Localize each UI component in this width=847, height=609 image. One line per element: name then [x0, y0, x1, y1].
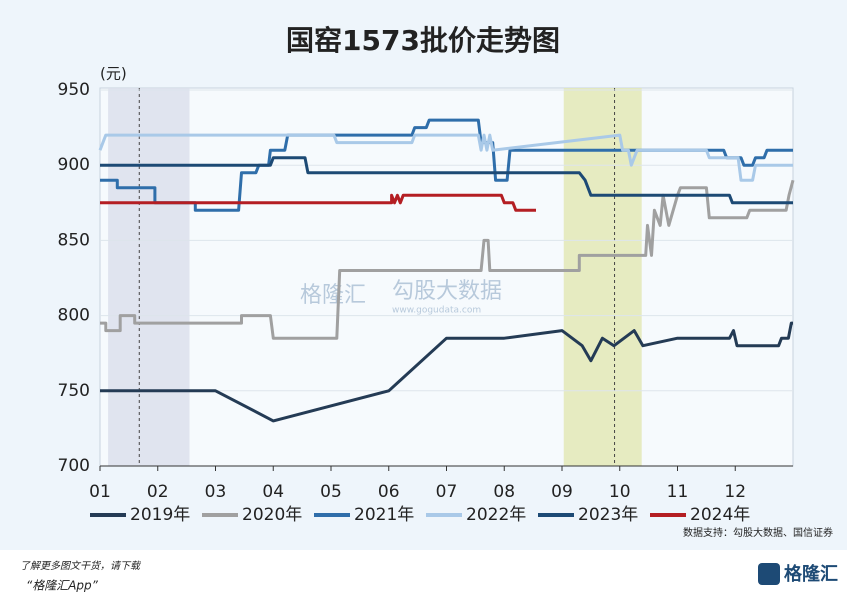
x-tick-label: 10	[609, 482, 631, 502]
chart-title: 国窑1573批价走势图	[286, 24, 560, 57]
x-tick-label: 03	[205, 482, 227, 502]
logo-icon	[758, 563, 780, 585]
series-line	[98, 133, 793, 182]
series-line	[100, 156, 793, 205]
shaded-region	[108, 88, 190, 466]
legend-label: 2021年	[354, 505, 414, 525]
legend-label: 2024年	[690, 505, 750, 525]
y-unit: (元)	[100, 65, 127, 83]
series-line	[100, 321, 793, 423]
logo-text: 格隆汇	[784, 563, 838, 585]
footer-text: 了解更多图文干货，请下载	[20, 560, 142, 572]
x-tick-label: 11	[667, 482, 689, 502]
x-tick-label: 09	[551, 482, 573, 502]
x-tick-label: 05	[320, 482, 342, 502]
y-tick-label: 950	[58, 80, 90, 100]
y-tick-label: 850	[58, 230, 90, 250]
x-tick-label: 04	[262, 482, 284, 502]
plot-area	[99, 87, 794, 467]
series-line	[100, 193, 536, 212]
legend-label: 2019年	[130, 505, 190, 525]
legend-label: 2022年	[466, 505, 526, 525]
watermark: 勾股大数据	[392, 279, 502, 304]
x-tick-label: 12	[724, 482, 746, 502]
y-tick-label: 800	[58, 306, 90, 326]
x-tick-label: 06	[378, 482, 400, 502]
y-tick-label: 750	[58, 381, 90, 401]
x-tick-label: 07	[436, 482, 458, 502]
legend-label: 2023年	[578, 505, 638, 525]
watermark: www.gogudata.com	[392, 306, 481, 316]
series-line	[100, 179, 795, 340]
source: 数据支持：勾股大数据、国信证券	[683, 526, 833, 539]
x-tick-label: 02	[147, 482, 169, 502]
legend-label: 2020年	[242, 505, 302, 525]
y-tick-label: 700	[58, 456, 90, 476]
x-tick-label: 08	[493, 482, 515, 502]
x-tick-label: 01	[89, 482, 111, 502]
footer-text: “格隆汇App”	[26, 579, 99, 593]
y-tick-label: 900	[58, 155, 90, 175]
watermark: 格隆汇	[300, 283, 366, 308]
shaded-region	[563, 88, 642, 466]
